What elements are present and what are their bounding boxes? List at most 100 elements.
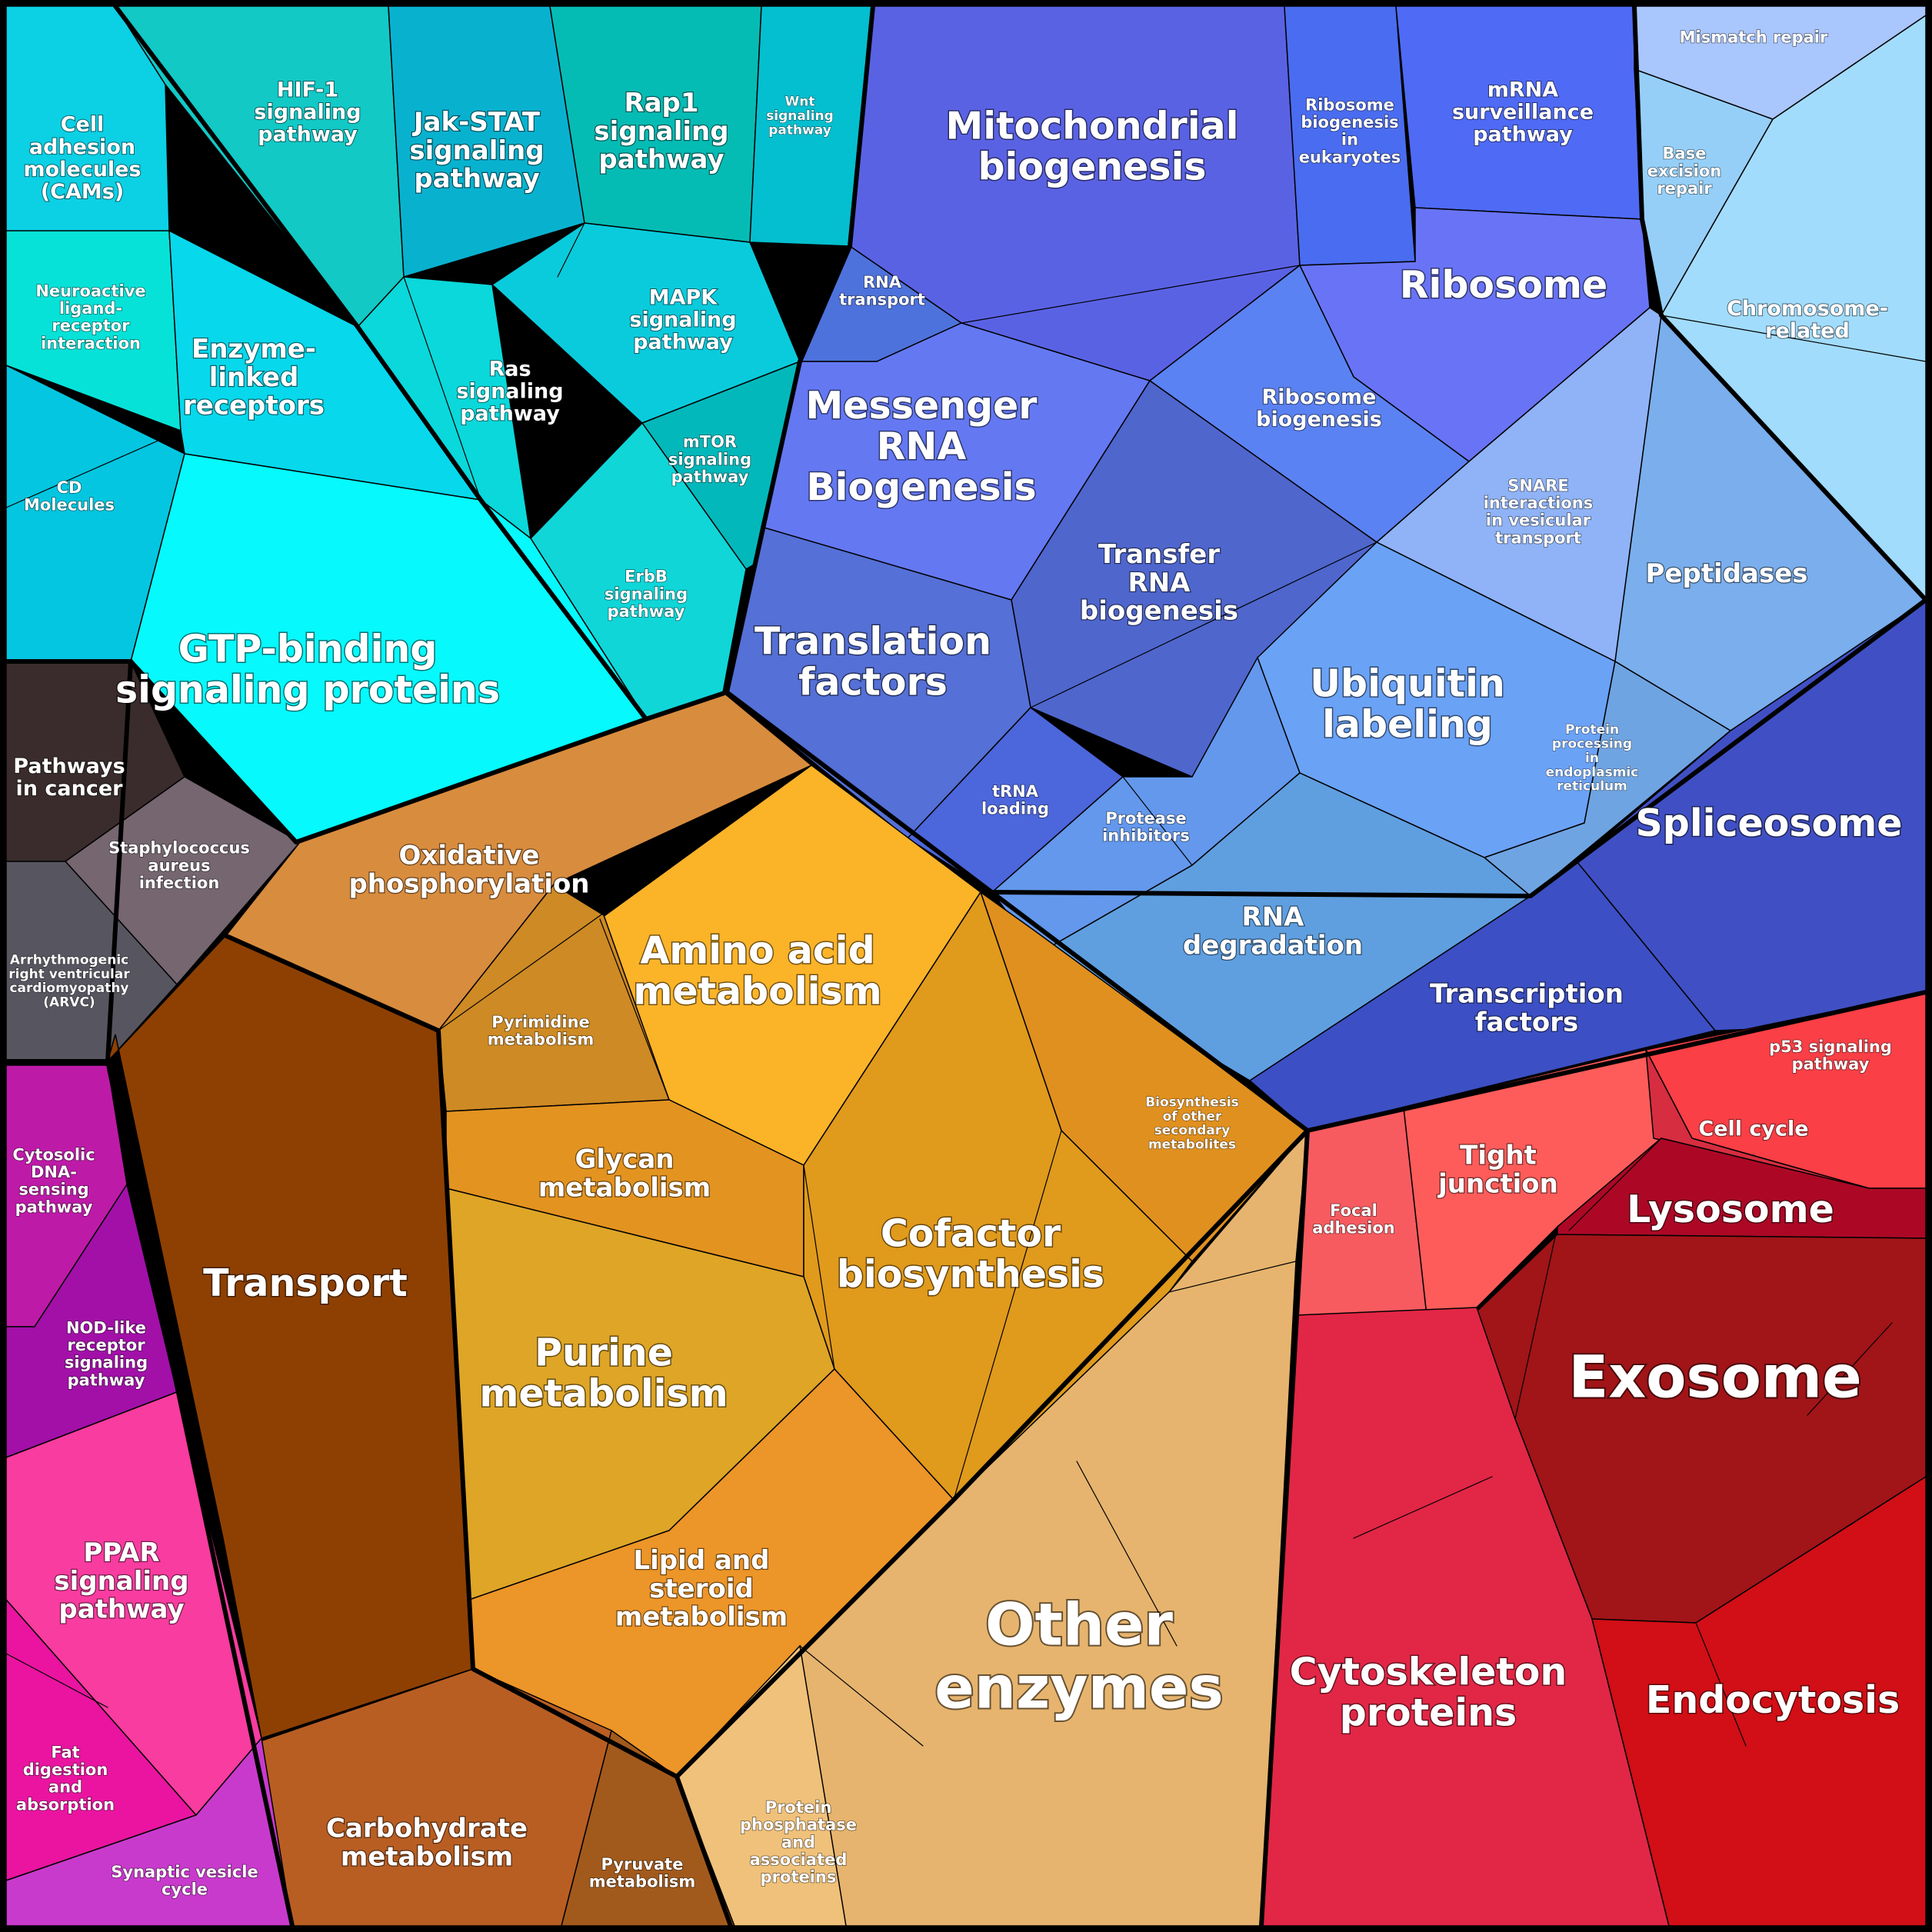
label-line: pathway xyxy=(58,1594,184,1625)
label-line: Neuroactive xyxy=(35,281,145,300)
label-line: loading xyxy=(981,800,1049,818)
label-line: GTP-binding xyxy=(178,628,438,671)
label-line: pathway xyxy=(633,331,733,355)
subcell-divider xyxy=(1568,1138,1662,1231)
label-peptidases: Peptidases xyxy=(1645,558,1807,589)
subcell-divider xyxy=(1168,1261,1297,1293)
label-line: absorption xyxy=(16,1795,115,1814)
label-line: in xyxy=(1341,131,1358,149)
label-neuroactive: Neuroactive ligand-receptor interaction xyxy=(35,281,145,352)
cell-pyrimidine xyxy=(438,884,671,1112)
label-line: pathway xyxy=(15,1198,93,1216)
label-line: Translation xyxy=(754,620,991,664)
subcell-divider xyxy=(799,1645,924,1747)
label-line: labeling xyxy=(1322,703,1493,747)
label-mapk: MAPK signaling pathway xyxy=(629,285,736,354)
label-line: Peptidases xyxy=(1645,558,1807,589)
label-line: receptors xyxy=(183,391,325,421)
label-line: metabolism xyxy=(589,1873,696,1891)
label-lipid-steroid: Lipid and steroid metabolism xyxy=(615,1545,788,1632)
label-ribosome-euk: Ribosome biogenesis in eukaryotes xyxy=(1299,95,1401,166)
subcell-divider xyxy=(1661,315,1927,362)
label-translation-factors: Translation factors xyxy=(754,620,991,705)
label-line: (CAMs) xyxy=(41,180,124,204)
subcell-divider xyxy=(803,1164,835,1370)
label-line: metabolism xyxy=(479,1372,728,1416)
label-mrna-surveillance: mRNA surveillance pathway xyxy=(1452,78,1594,146)
label-line: Pathways xyxy=(13,754,125,778)
label-line: Ras xyxy=(488,357,531,381)
label-cd-molecules: CD Molecules xyxy=(24,478,115,515)
label-line: Ribosome xyxy=(1400,263,1607,307)
label-line: factors xyxy=(798,661,948,705)
subcell-divider xyxy=(1353,1476,1493,1539)
label-lysosome: Lysosome xyxy=(1627,1188,1834,1231)
label-line: Base xyxy=(1663,145,1707,163)
label-line: factors xyxy=(1475,1007,1579,1038)
label-line: Oxidative xyxy=(399,841,540,871)
label-line: of other xyxy=(1163,1109,1222,1124)
label-line: and xyxy=(48,1778,82,1797)
category-border xyxy=(105,1059,295,1928)
label-line: pathway xyxy=(460,402,560,426)
label-line: steroid xyxy=(649,1574,754,1604)
label-line: signaling xyxy=(605,585,688,603)
label-line: and xyxy=(781,1833,815,1851)
label-line: MAPK xyxy=(649,285,718,309)
label-line: Mismatch repair xyxy=(1680,28,1828,46)
label-trna-loading: tRNA loading xyxy=(981,782,1049,818)
label-line: Ribosome xyxy=(1305,95,1394,114)
label-line: Rap1 xyxy=(624,88,698,118)
label-line: adhesion xyxy=(29,135,135,159)
label-line: receptor xyxy=(67,1336,145,1354)
subcell-divider xyxy=(1030,541,1377,708)
label-line: Protease xyxy=(1105,809,1186,828)
label-line: right ventricular xyxy=(8,967,130,982)
label-cytoskeleton: Cytoskeleton proteins xyxy=(1290,1651,1567,1735)
label-rap1: Rap1 signaling pathway xyxy=(594,88,728,175)
label-chromosome: Chromosome-related xyxy=(1727,297,1888,343)
label-line: Biosynthesis xyxy=(1145,1094,1239,1110)
label-transport: Transport xyxy=(203,1261,408,1305)
cell-mapk xyxy=(491,222,801,424)
label-line: Mitochondrial xyxy=(945,105,1238,148)
label-line: metabolism xyxy=(341,1841,513,1872)
category-border xyxy=(113,4,875,721)
label-cell-adhesion: Cell adhesion molecules (CAMs) xyxy=(23,113,141,205)
subcell-divider xyxy=(557,222,585,278)
label-protein-er: Protein processing in endoplasmic reticulum xyxy=(1546,722,1639,794)
label-line: Tight xyxy=(1460,1141,1537,1171)
label-line: Ribosome xyxy=(1262,385,1377,409)
label-pathways-cancer: Pathways in cancer xyxy=(13,754,125,801)
label-glycan: Glycan metabolism xyxy=(538,1144,711,1204)
label-line: ligand- xyxy=(59,299,122,318)
cell-protein-er xyxy=(1483,660,1732,897)
label-line: CD xyxy=(57,478,82,497)
label-oxidative: Oxidative phosphorylation xyxy=(348,841,589,900)
label-ubiquitin: Ubiquitin labeling xyxy=(1310,662,1505,747)
subcell-divider xyxy=(403,276,481,501)
label-line: pathway xyxy=(598,145,724,175)
label-line: processing xyxy=(1552,737,1632,752)
label-pyruvate: Pyruvate metabolism xyxy=(589,1855,696,1891)
label-line: surveillance xyxy=(1452,100,1594,124)
label-line: metabolism xyxy=(615,1602,788,1633)
category-border xyxy=(1632,4,1928,602)
label-line: sensing xyxy=(18,1181,88,1199)
label-line: Focal xyxy=(1330,1201,1377,1220)
label-line: metabolism xyxy=(633,970,881,1014)
label-mito-biogenesis: Mitochondrial biogenesis xyxy=(945,105,1238,189)
label-line: Fat xyxy=(51,1743,79,1761)
subdivision-lines xyxy=(5,222,1927,1747)
label-line: biogenesis xyxy=(978,145,1206,189)
label-line: in xyxy=(1585,751,1599,766)
label-line: PPAR xyxy=(83,1537,159,1568)
label-line: Protein xyxy=(765,1798,832,1817)
label-protease-inhibitors: Protease inhibitors xyxy=(1102,809,1190,845)
label-line: pathway xyxy=(414,164,539,195)
label-line: in vesicular xyxy=(1486,511,1591,530)
label-line: Spliceosome xyxy=(1635,801,1902,845)
label-jak-stat: Jak-STAT signaling pathway xyxy=(409,107,544,194)
